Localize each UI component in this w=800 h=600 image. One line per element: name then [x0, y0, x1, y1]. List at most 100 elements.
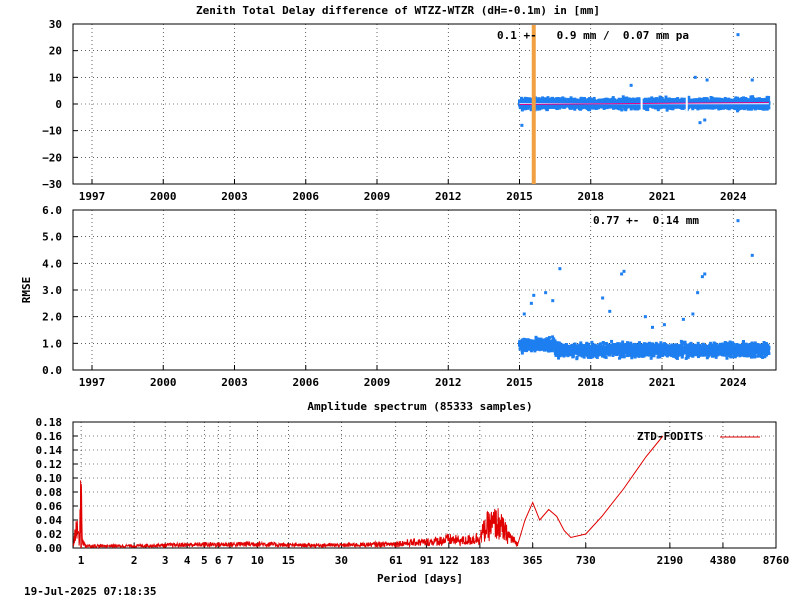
- ztd-point: [698, 121, 702, 125]
- ztd-xtick-label: 2012: [435, 190, 462, 203]
- ztd-point: [556, 97, 560, 101]
- ztd-xtick-label: 2006: [293, 190, 320, 203]
- rmse-point: [563, 344, 567, 348]
- ztd-ytick-label: −20: [42, 151, 62, 164]
- ztd-ytick-label: 10: [49, 71, 62, 84]
- rmse-ytick-label: 3.0: [42, 284, 62, 297]
- ztd-point: [711, 106, 715, 110]
- panel-ztd-difference: Zenith Total Delay difference of WTZZ-WT…: [42, 4, 777, 203]
- ztd-point: [536, 107, 540, 111]
- rmse-ytick-label: 2.0: [42, 311, 62, 324]
- ztd-point: [625, 96, 629, 100]
- ztd-xtick-label: 1997: [79, 190, 106, 203]
- rmse-point: [529, 349, 533, 353]
- rmse-point: [647, 341, 651, 345]
- ztd-point: [580, 97, 584, 101]
- ztd-point: [746, 106, 750, 110]
- ztd-point: [687, 95, 691, 99]
- rmse-point: [608, 352, 612, 356]
- ztd-xtick-label: 2000: [150, 190, 177, 203]
- rmse-xtick-label: 2006: [293, 376, 320, 389]
- ztd-point: [665, 108, 669, 112]
- rmse-point: [590, 355, 594, 359]
- ztd-point: [611, 96, 615, 100]
- chart-title-ztd: Zenith Total Delay difference of WTZZ-WT…: [196, 4, 600, 17]
- ztd-point: [766, 104, 770, 108]
- ztd-point: [660, 96, 664, 100]
- rmse-point: [555, 341, 559, 345]
- ztd-event-marker: [531, 25, 536, 184]
- rmse-point: [534, 335, 538, 339]
- rmse-point: [634, 343, 638, 347]
- ztd-point: [700, 106, 704, 110]
- ztd-point: [664, 95, 668, 99]
- ztd-point: [705, 78, 709, 82]
- ztd-point: [659, 106, 663, 110]
- rmse-point: [629, 342, 633, 346]
- rmse-point: [537, 337, 541, 341]
- rmse-point: [525, 348, 529, 352]
- rmse-point: [559, 343, 563, 347]
- rmse-point: [626, 341, 630, 345]
- rmse-xtick-label: 2012: [435, 376, 462, 389]
- ztd-point: [736, 109, 740, 113]
- ztd-point: [561, 96, 565, 100]
- rmse-xtick-label: 2018: [578, 376, 605, 389]
- rmse-point: [618, 342, 622, 346]
- rmse-point: [575, 355, 579, 359]
- rmse-point: [602, 342, 606, 346]
- rmse-point: [630, 353, 634, 357]
- rmse-point: [595, 355, 599, 359]
- ztd-point: [647, 97, 651, 101]
- rmse-ytick-label: 1.0: [42, 337, 62, 350]
- rmse-point: [610, 339, 614, 343]
- ztd-xtick-label: 2003: [221, 190, 248, 203]
- ztd-point: [618, 106, 622, 110]
- ztd-ytick-label: −30: [42, 178, 62, 191]
- ztd-data-gap: [685, 93, 688, 115]
- ztd-xtick-label: 2018: [578, 190, 605, 203]
- ztd-ytick-label: 20: [49, 45, 62, 58]
- ztd-xtick-label: 2024: [720, 190, 747, 203]
- ztd-point: [715, 97, 719, 101]
- rmse-point: [627, 343, 631, 347]
- rmse-point: [558, 354, 562, 358]
- rmse-xtick-label: 2009: [364, 376, 391, 389]
- ztd-point: [555, 106, 559, 110]
- ztd-point: [767, 95, 771, 99]
- rmse-xtick-label: 2021: [649, 376, 676, 389]
- ztd-ytick-label: 0: [55, 98, 62, 111]
- ztd-point: [545, 108, 549, 112]
- annotation-ztd: 0.1 +- 0.9 mm / 0.07 mm pa: [497, 29, 689, 42]
- ztd-point: [758, 106, 762, 110]
- rmse-point: [601, 344, 605, 348]
- ztd-point: [676, 97, 680, 101]
- ztd-point: [613, 98, 617, 102]
- rmse-point: [597, 352, 601, 356]
- rmse-point: [545, 337, 549, 341]
- ztd-point: [629, 83, 633, 87]
- ztd-point: [529, 108, 533, 112]
- ztd-point: [734, 96, 738, 100]
- ztd-xtick-label: 2021: [649, 190, 676, 203]
- rmse-point: [550, 349, 554, 353]
- ztd-point: [753, 107, 757, 111]
- ztd-point: [573, 107, 577, 111]
- ztd-point: [750, 78, 754, 82]
- ztd-point: [620, 97, 624, 101]
- rmse-point: [619, 344, 623, 348]
- ztd-point: [592, 96, 596, 100]
- rmse-point: [558, 344, 562, 348]
- ztd-point: [628, 98, 632, 102]
- ztd-point: [691, 107, 695, 111]
- rmse-point: [587, 343, 591, 347]
- rmse-point: [611, 353, 615, 357]
- rmse-point: [590, 345, 594, 349]
- rmse-point: [576, 345, 580, 349]
- ztd-point: [710, 96, 714, 100]
- rmse-xtick-label: 2015: [506, 376, 533, 389]
- rmse-point: [630, 356, 634, 360]
- rmse-ytick-label: 5.0: [42, 231, 62, 244]
- ztd-point: [520, 123, 524, 127]
